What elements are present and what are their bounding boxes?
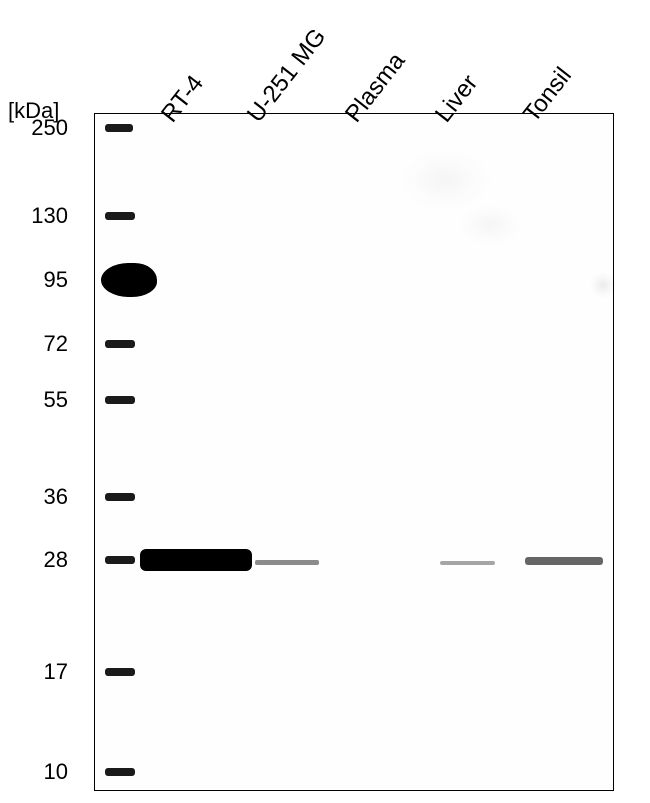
ladder-band-4 (105, 396, 135, 404)
artifact-2 (590, 272, 616, 298)
artifact-1 (460, 205, 520, 245)
ladder-band-6 (105, 556, 135, 564)
protein-band-tonsil (525, 557, 603, 565)
y-axis-marker-36: 36 (44, 484, 68, 510)
ladder-band-7 (105, 668, 135, 676)
y-axis-marker-95: 95 (44, 267, 68, 293)
y-axis-marker-55: 55 (44, 387, 68, 413)
protein-band-rt-4 (140, 549, 252, 571)
western-blot-image: [kDa] 25013095725536281710 RT-4U-251 MGP… (0, 0, 650, 803)
y-axis-marker-250: 250 (31, 115, 68, 141)
ladder-band-3 (105, 340, 135, 348)
ladder-band-2 (101, 263, 157, 297)
ladder-band-1 (105, 212, 135, 220)
y-axis-marker-10: 10 (44, 759, 68, 785)
y-axis-marker-28: 28 (44, 547, 68, 573)
y-axis-marker-72: 72 (44, 331, 68, 357)
protein-band-liver (440, 561, 495, 565)
protein-band-u-251-mg (255, 560, 319, 565)
ladder-band-0 (105, 124, 133, 132)
blot-frame (94, 113, 614, 791)
y-axis-marker-17: 17 (44, 659, 68, 685)
ladder-band-8 (105, 768, 135, 776)
y-axis-marker-130: 130 (31, 203, 68, 229)
artifact-0 (400, 150, 490, 210)
ladder-band-5 (105, 493, 135, 501)
